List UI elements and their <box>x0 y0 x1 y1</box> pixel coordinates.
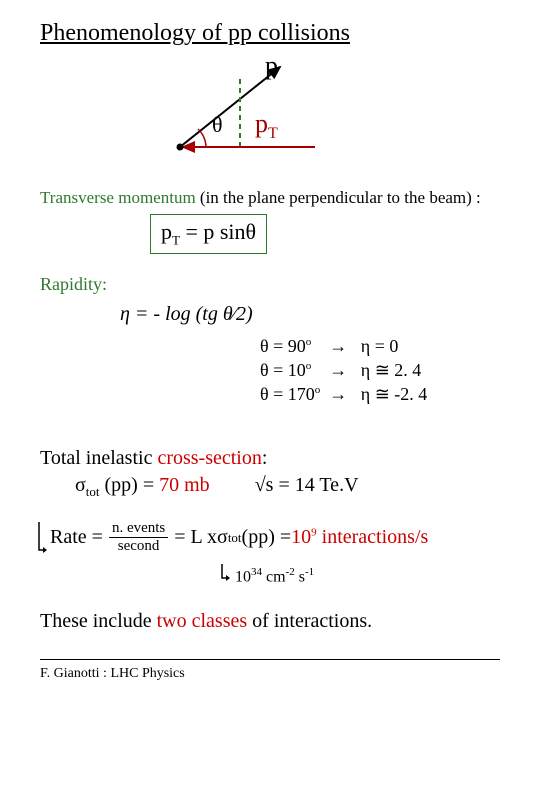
rate-value: 109 interactions/s <box>291 526 428 549</box>
sigma-sub: tot <box>86 484 100 499</box>
xsec-plain: Total inelastic <box>40 447 157 469</box>
lumi-arrow-icon <box>213 562 231 584</box>
rate-arrow-icon <box>30 520 48 556</box>
pt-formula-box: pT = p sinθ <box>150 214 267 253</box>
row-deg: o <box>315 384 321 396</box>
row-arrow: → <box>329 336 347 356</box>
angle-row: θ = 170o → η ≅ -2. 4 <box>260 382 540 406</box>
rate-tail: interactions/s <box>317 526 429 548</box>
row-eta: η = 0 <box>361 336 399 356</box>
rate-sigma: σ <box>217 526 228 549</box>
row-arrow: → <box>329 384 347 404</box>
row-theta: θ = 10 <box>260 360 306 380</box>
lumi-s-exp: -1 <box>305 566 314 578</box>
row-eta: η ≅ -2. 4 <box>361 384 428 404</box>
rate-tot: tot <box>228 530 242 546</box>
lumi-base: 10 <box>235 568 251 585</box>
rate-block: Rate = n. events second = L x σtot (pp) … <box>30 520 540 556</box>
formula-rhs: = p sinθ <box>180 219 256 244</box>
row-arrow: → <box>329 360 347 380</box>
lumi-cm-exp: -2 <box>286 566 295 578</box>
formula-t: T <box>172 233 180 248</box>
rate-fraction: n. events second <box>109 520 168 555</box>
p-label: p <box>265 51 278 81</box>
classes-red: two classes <box>157 610 248 632</box>
xsec-red: cross-section <box>157 447 261 469</box>
rate-base: 10 <box>291 526 311 548</box>
row-deg: o <box>306 336 312 348</box>
row-eta: η ≅ 2. 4 <box>361 360 422 380</box>
sigma: σ <box>75 474 86 496</box>
lumi-s: s <box>295 568 305 585</box>
row-theta: θ = 170 <box>260 384 315 404</box>
rapidity-formula: η = - log (tg θ⁄2) <box>120 303 253 326</box>
rate-num: n. events <box>109 520 168 538</box>
classes-pre: These include <box>40 610 157 632</box>
footer-divider <box>40 659 500 660</box>
row-deg: o <box>306 360 312 372</box>
angle-row: θ = 10o → η ≅ 2. 4 <box>260 358 540 382</box>
luminosity-note: 1034 cm-2 s-1 <box>235 566 540 586</box>
xsec-value: 70 mb <box>159 474 210 496</box>
rate-eq1: = L x <box>174 526 217 549</box>
rate-den: second <box>115 538 163 555</box>
lumi-exp: 34 <box>251 566 262 578</box>
classes-post: of interactions. <box>247 610 372 632</box>
formula-p: p <box>161 219 172 244</box>
cross-section-block: Total inelastic cross-section: σtot (pp)… <box>40 447 500 500</box>
angle-row: θ = 90o → η = 0 <box>260 334 540 358</box>
page-title: Phenomenology of pp collisions <box>40 20 540 47</box>
rate-pp: (pp) = <box>242 526 292 549</box>
row-theta: θ = 90 <box>260 336 306 356</box>
sqrts: √s = 14 Te.V <box>255 474 359 496</box>
transverse-text: Transverse momentum (in the plane perpen… <box>40 187 500 208</box>
pp-eq: (pp) = <box>100 474 160 496</box>
xsec-colon: : <box>262 447 268 469</box>
pt-sub: T <box>268 125 278 142</box>
rate-label: Rate = <box>50 526 103 549</box>
lumi-cm: cm <box>262 568 286 585</box>
classes-line: These include two classes of interaction… <box>40 610 540 633</box>
pt-letter: p <box>255 109 268 138</box>
rapidity-label: Rapidity: <box>40 274 540 295</box>
momentum-diagram: p θ pT <box>110 57 410 177</box>
angle-table: θ = 90o → η = 0 θ = 10o → η ≅ 2. 4 θ = 1… <box>260 334 540 407</box>
footer-text: F. Gianotti : LHC Physics <box>40 666 540 682</box>
transverse-desc: (in the plane perpendicular to the beam)… <box>196 188 481 207</box>
xsec-formula: σtot (pp) = 70 mb √s = 14 Te.V <box>75 474 500 500</box>
pt-label: pT <box>255 109 278 143</box>
theta-label: θ <box>212 112 223 138</box>
transverse-label: Transverse momentum <box>40 188 196 207</box>
